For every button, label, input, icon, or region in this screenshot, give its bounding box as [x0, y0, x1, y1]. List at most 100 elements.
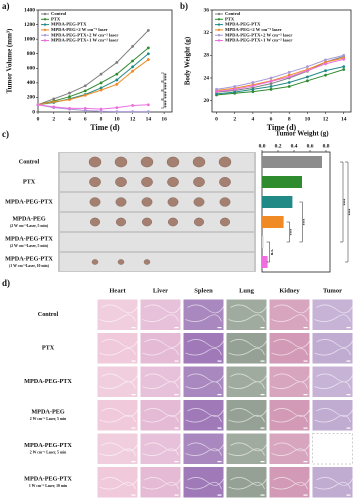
data-point: [68, 106, 71, 110]
legend-marker: [217, 34, 221, 37]
data-point: [305, 69, 309, 73]
significance-bracket: [161, 90, 165, 100]
tissue-texture: [99, 339, 138, 356]
tissue-texture: [228, 477, 267, 490]
tissue-texture: [314, 339, 353, 356]
scale-bar: [260, 360, 265, 362]
tissue-image: [226, 467, 267, 498]
legend-label: MPDA-PEG-PTX+1 W cm⁻² laser: [225, 38, 292, 43]
data-point: [115, 61, 119, 64]
x-axis-label: Time (d): [267, 123, 297, 132]
y-tick-label: 32: [204, 30, 210, 36]
tissue-image: [140, 333, 181, 364]
tissue-image: [269, 467, 310, 498]
category-sublabel: (2 W cm⁻²Laser, 5 min): [10, 244, 49, 248]
bar: [262, 196, 293, 208]
y-tick-label: 1400: [24, 7, 35, 13]
column-header: Heart: [109, 287, 126, 294]
x-tick-label: 4: [68, 116, 71, 122]
tissue-image: [183, 467, 224, 498]
tissue-texture: [228, 339, 267, 356]
tissue-texture: [99, 304, 138, 322]
scale-bar: [303, 461, 308, 463]
column-header: Spleen: [194, 287, 213, 294]
legend-label: MPDA-PEG+2 W cm⁻² laser: [225, 27, 282, 32]
scale-bar: [174, 494, 179, 496]
panel-label: a): [2, 1, 10, 11]
tumor: [219, 217, 230, 227]
legend-label: Control: [51, 11, 67, 16]
scale-bar: [131, 494, 136, 496]
series-line: [37, 104, 149, 113]
tumor: [218, 156, 232, 168]
tumor: [167, 177, 179, 187]
plot-frame: [211, 9, 352, 113]
tissue-texture: [314, 304, 353, 322]
tissue-image: [97, 400, 138, 431]
significance-bracket: [286, 221, 290, 243]
scale-bar: [174, 394, 179, 396]
panel-label: d): [2, 278, 10, 288]
data-point: [215, 87, 218, 91]
x-tick-label: 14: [146, 116, 152, 122]
row-label: PTX: [42, 345, 55, 352]
legend-label: PTX: [51, 16, 61, 21]
tissue-texture: [99, 408, 138, 423]
legend-marker: [43, 18, 47, 21]
data-point: [99, 109, 103, 113]
scale-bar: [303, 327, 308, 329]
data-point: [131, 104, 134, 107]
x-tick-label: 6: [270, 116, 273, 122]
data-point: [83, 93, 87, 97]
tumor: [193, 197, 205, 207]
category-label: MPDA-PEG-PTX: [5, 235, 53, 242]
scale-bar: [217, 427, 222, 429]
tissue-image: [97, 299, 138, 330]
photo-row: [60, 153, 254, 171]
tissue-texture: [185, 339, 224, 356]
tissue-image: [97, 467, 138, 498]
scale-bar: [174, 360, 179, 362]
legend-label: Control: [225, 11, 241, 16]
significance-label: ***: [289, 228, 294, 236]
x-tick-label: 10: [114, 116, 120, 122]
x-tick-label: 14: [341, 116, 347, 122]
tissue-image: [97, 333, 138, 364]
x-tick-label: 16: [161, 116, 167, 122]
tumor: [117, 259, 125, 265]
tumor: [166, 156, 180, 168]
data-point: [83, 106, 87, 110]
scale-bar: [217, 494, 222, 496]
series-line: [216, 57, 344, 91]
scale-bar: [346, 427, 351, 429]
tissue-texture: [314, 408, 353, 423]
data-point: [287, 81, 291, 84]
legend-marker: [43, 34, 47, 37]
plot-frame: [37, 9, 173, 113]
legend-label: MPDA-PEG-PTX+1 W cm⁻² laser: [51, 38, 118, 43]
data-point: [305, 79, 309, 83]
data-point: [324, 62, 327, 66]
scale-bar: [217, 327, 222, 329]
x-tick-label: 6: [84, 116, 87, 122]
tissue-image: [226, 299, 267, 330]
scale-bar: [303, 394, 308, 396]
data-point: [146, 103, 150, 107]
y-axis-label: Body Weight (g): [184, 36, 192, 85]
photo-row: [60, 213, 254, 231]
scale-bar: [131, 427, 136, 429]
series-line: [37, 59, 149, 106]
category-label: PTX: [23, 178, 36, 185]
tumor: [219, 197, 231, 207]
tissue-image: [269, 433, 310, 464]
scale-bar: [131, 327, 136, 329]
data-point: [146, 58, 150, 61]
legend-label: MPDA-PEG+2 W cm⁻² laser: [51, 27, 108, 32]
x-tick-label: 0: [37, 116, 40, 122]
tissue-texture: [228, 408, 267, 423]
legend-marker: [217, 39, 221, 42]
tissue-texture: [185, 408, 224, 423]
data-point: [146, 110, 150, 114]
data-point: [233, 85, 237, 88]
